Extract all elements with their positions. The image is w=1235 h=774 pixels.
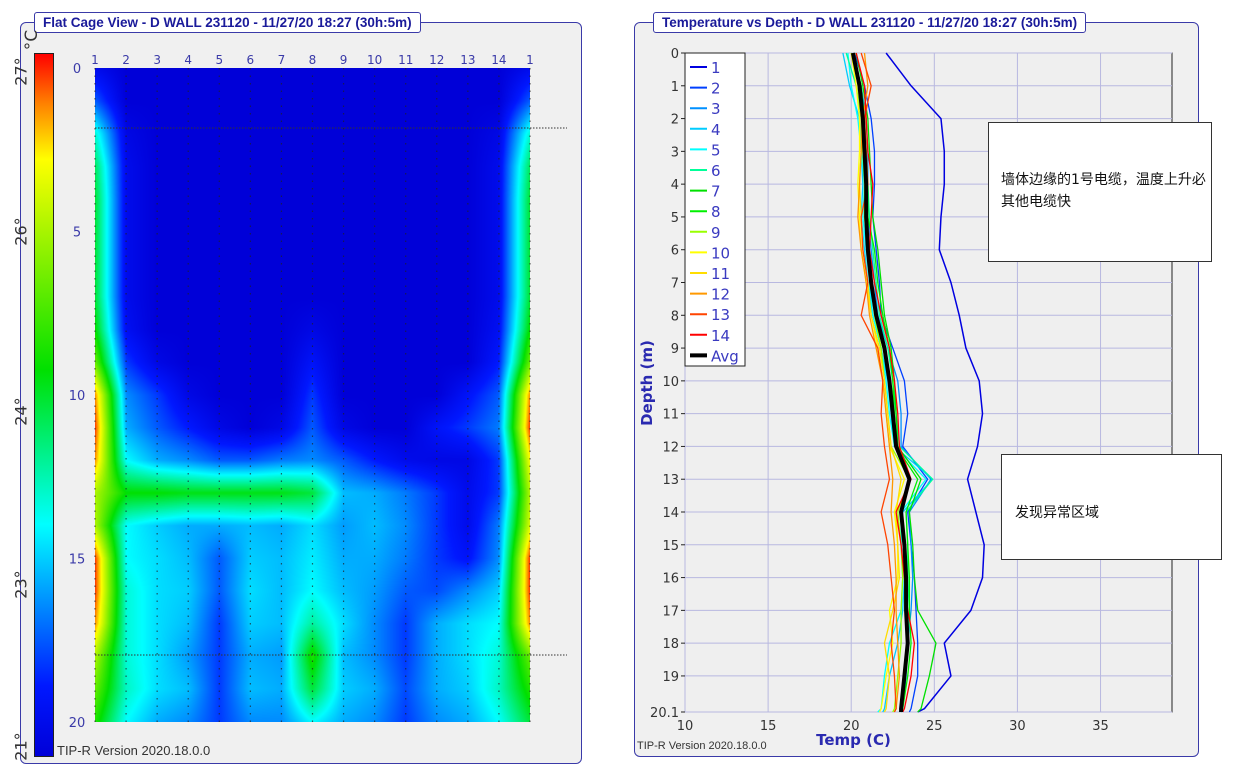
colorbar — [34, 53, 54, 757]
series-line-12 — [857, 52, 901, 713]
series-line-5 — [847, 52, 927, 713]
annotation-text: 墙体边缘的1号电缆，温度上升必其他电缆快 — [1001, 172, 1206, 210]
y-tick-label: 17 — [662, 604, 679, 619]
x-tick-label: 35 — [1092, 719, 1109, 734]
legend-label: 12 — [711, 286, 730, 304]
legend-label: 7 — [711, 183, 721, 201]
flat-cage-title: Flat Cage View - D WALL 231120 - 11/27/2… — [34, 12, 421, 33]
legend-label: 3 — [711, 100, 721, 118]
y-tick-label: 3 — [671, 145, 679, 160]
y-tick-label: 1 — [671, 80, 679, 95]
y-tick-label: 16 — [662, 572, 679, 587]
series-line-3 — [850, 52, 932, 713]
legend-label: 2 — [711, 80, 721, 98]
y-tick-label: 4 — [671, 178, 679, 193]
y-tick-label: 20.1 — [650, 706, 679, 721]
legend-label: 4 — [711, 121, 721, 139]
temp-depth-title: Temperature vs Depth - D WALL 231120 - 1… — [653, 12, 1087, 33]
legend-label: 13 — [711, 306, 730, 324]
x-tick-label: 15 — [760, 719, 777, 734]
y-tick-label: 13 — [662, 473, 679, 488]
y-tick-label: 2 — [671, 113, 679, 128]
y-tick-label: 10 — [662, 375, 679, 390]
y-tick-label: 19 — [662, 670, 679, 685]
series-line-avg — [850, 52, 912, 712]
y-tick-label: 0 — [671, 47, 679, 62]
y-tick-label: 12 — [662, 440, 679, 455]
y-tick-label: 8 — [671, 309, 679, 324]
x-axis-label: Temp (C) — [816, 731, 891, 749]
y-tick-label: 11 — [662, 408, 679, 423]
series-line-14 — [855, 52, 916, 713]
y-tick-label: 7 — [671, 277, 679, 292]
legend-label: Avg — [711, 347, 739, 365]
annotation-text: 发现异常区域 — [1015, 505, 1099, 521]
legend-label: 14 — [711, 327, 730, 345]
legend-label: 1 — [711, 59, 721, 77]
legend-label: 10 — [711, 244, 730, 262]
legend-label: 8 — [711, 203, 721, 221]
series-line-1 — [885, 52, 985, 713]
y-tick-label: 18 — [662, 637, 679, 652]
x-tick-label: 20 — [843, 719, 860, 734]
y-tick-label: 5 — [671, 211, 679, 226]
annotation-cable1: 墙体边缘的1号电缆，温度上升必其他电缆快 — [988, 122, 1212, 262]
x-tick-label: 30 — [1009, 719, 1026, 734]
x-tick-label: 25 — [926, 719, 943, 734]
x-tick-label: 10 — [677, 719, 694, 734]
y-tick-label: 9 — [671, 342, 679, 357]
legend-label: 6 — [711, 162, 721, 180]
annotation-anomaly: 发现异常区域 — [1001, 454, 1222, 560]
y-axis-label: Depth (m) — [638, 340, 656, 426]
legend-label: 11 — [711, 265, 730, 283]
y-tick-label: 14 — [662, 506, 679, 521]
version-label-right: TIP-R Version 2020.18.0.0 — [637, 740, 767, 752]
y-tick-label: 15 — [662, 539, 679, 554]
y-tick-label: 6 — [671, 244, 679, 259]
legend-label: 9 — [711, 224, 721, 242]
series-line-2 — [853, 52, 929, 713]
legend-label: 5 — [711, 141, 721, 159]
version-label: TIP-R Version 2020.18.0.0 — [57, 743, 211, 758]
